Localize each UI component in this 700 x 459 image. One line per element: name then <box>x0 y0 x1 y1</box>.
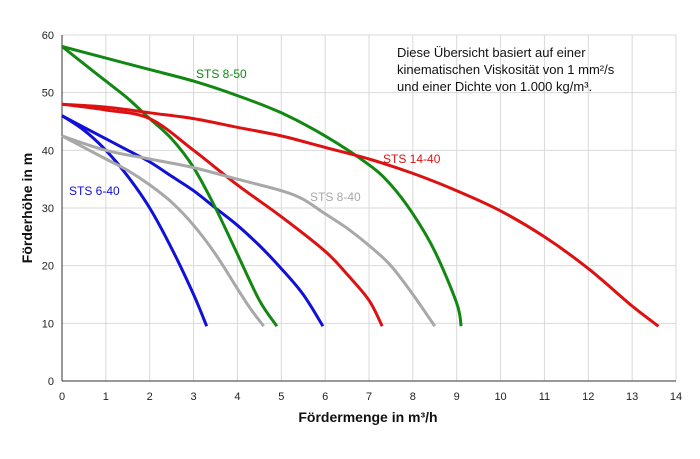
label-sts-14-40: STS 14-40 <box>383 152 441 166</box>
x-tick-label: 14 <box>670 391 682 403</box>
y-tick-label: 30 <box>42 203 54 215</box>
x-tick-label: 9 <box>454 391 460 403</box>
y-tick-label: 40 <box>42 145 54 157</box>
x-tick-label: 11 <box>539 391 550 403</box>
x-tick-label: 5 <box>278 391 284 403</box>
series-line-6 <box>61 102 660 328</box>
series-line-4 <box>61 45 463 327</box>
label-sts-8-50: STS 8-50 <box>196 67 247 81</box>
x-tick-label: 0 <box>59 391 65 403</box>
annotation-note: Diese Übersicht basiert auf einer kinema… <box>397 45 615 94</box>
x-tick-label: 13 <box>626 391 638 403</box>
x-tick-label: 4 <box>234 391 240 403</box>
x-tick-label: 1 <box>103 391 109 403</box>
series-lines <box>61 45 660 328</box>
series-line-5 <box>61 102 384 327</box>
label-sts-6-40: STS 6-40 <box>69 184 120 198</box>
annotation-line-2: kinematischen Viskosität von 1 mm²/s <box>397 62 615 77</box>
axes <box>61 35 676 382</box>
series-line-8 <box>61 134 437 328</box>
series-line-3 <box>61 45 279 328</box>
annotation-line-1: Diese Übersicht basiert auf einer <box>397 45 586 60</box>
y-tick-label: 10 <box>42 318 54 330</box>
x-tick-label: 7 <box>366 391 372 403</box>
x-axis-title: Fördermenge in m³/h <box>298 409 437 425</box>
series-labels: STS 6-40 STS 8-50 STS 14-40 STS 8-40 <box>69 67 441 204</box>
y-axis-title: Förderhöhe in m <box>19 153 35 263</box>
annotation-line-3: und einer Dichte von 1.000 kg/m³. <box>397 79 592 94</box>
x-tick-label: 3 <box>191 391 197 403</box>
y-tick-label: 60 <box>42 30 54 42</box>
series-line-2 <box>61 114 325 327</box>
x-tick-label: 2 <box>147 391 153 403</box>
x-tick-labels: 0 1 2 3 4 5 6 7 8 9 10 11 12 13 14 <box>59 391 682 403</box>
x-tick-label: 10 <box>494 391 506 403</box>
grid <box>61 34 677 382</box>
label-sts-8-40: STS 8-40 <box>310 190 361 204</box>
x-tick-label: 8 <box>410 391 416 403</box>
series-line-1 <box>61 114 209 327</box>
y-tick-labels: 0 10 20 30 40 50 60 <box>42 30 54 388</box>
y-tick-label: 0 <box>48 376 54 388</box>
y-tick-label: 20 <box>42 261 54 273</box>
x-tick-label: 6 <box>322 391 328 403</box>
y-tick-label: 50 <box>42 88 54 100</box>
series-line-7 <box>61 134 265 328</box>
x-tick-label: 12 <box>582 391 594 403</box>
